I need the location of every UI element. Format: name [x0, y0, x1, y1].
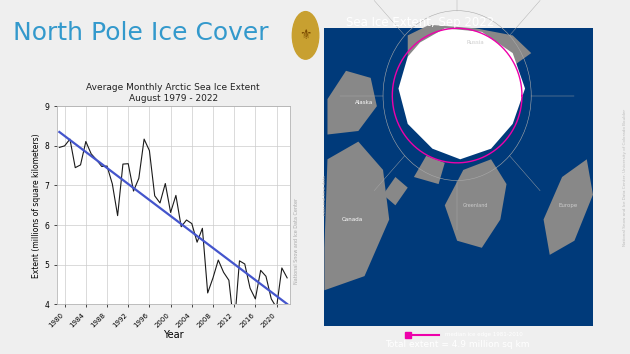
- Y-axis label: Extent (millions of square kilometers): Extent (millions of square kilometers): [32, 133, 42, 278]
- Text: Canada: Canada: [341, 217, 363, 222]
- Text: Russia: Russia: [467, 40, 484, 45]
- Text: North Pole Ice Cover: North Pole Ice Cover: [13, 21, 268, 45]
- Polygon shape: [445, 159, 507, 248]
- Polygon shape: [408, 25, 531, 71]
- Polygon shape: [544, 159, 593, 255]
- Text: ⚜: ⚜: [299, 28, 312, 42]
- Text: National Snow and Ice Data Center, University of Colorado Boulder: National Snow and Ice Data Center, Unive…: [623, 108, 627, 246]
- X-axis label: Year: Year: [163, 330, 183, 341]
- Text: Sea Ice Extent, Sep 2022: Sea Ice Extent, Sep 2022: [346, 16, 495, 29]
- Text: National Snow and Ice Data Center: National Snow and Ice Data Center: [294, 198, 299, 284]
- Polygon shape: [324, 142, 389, 290]
- Polygon shape: [328, 71, 377, 135]
- Text: median ice edge 1981-2010: median ice edge 1981-2010: [445, 332, 522, 337]
- Title: Average Monthly Arctic Sea Ice Extent
August 1979 - 2022: Average Monthly Arctic Sea Ice Extent Au…: [86, 83, 260, 103]
- Text: Europe: Europe: [559, 203, 578, 208]
- Text: Total extent = 4.9 million sq km: Total extent = 4.9 million sq km: [385, 340, 529, 349]
- Text: near-real-time data: near-real-time data: [323, 175, 327, 215]
- Polygon shape: [414, 156, 445, 184]
- Text: Alaska: Alaska: [355, 100, 374, 105]
- FancyBboxPatch shape: [324, 28, 593, 326]
- Polygon shape: [383, 177, 408, 205]
- Text: Greenland: Greenland: [463, 203, 488, 208]
- Circle shape: [292, 12, 319, 59]
- Polygon shape: [399, 28, 525, 159]
